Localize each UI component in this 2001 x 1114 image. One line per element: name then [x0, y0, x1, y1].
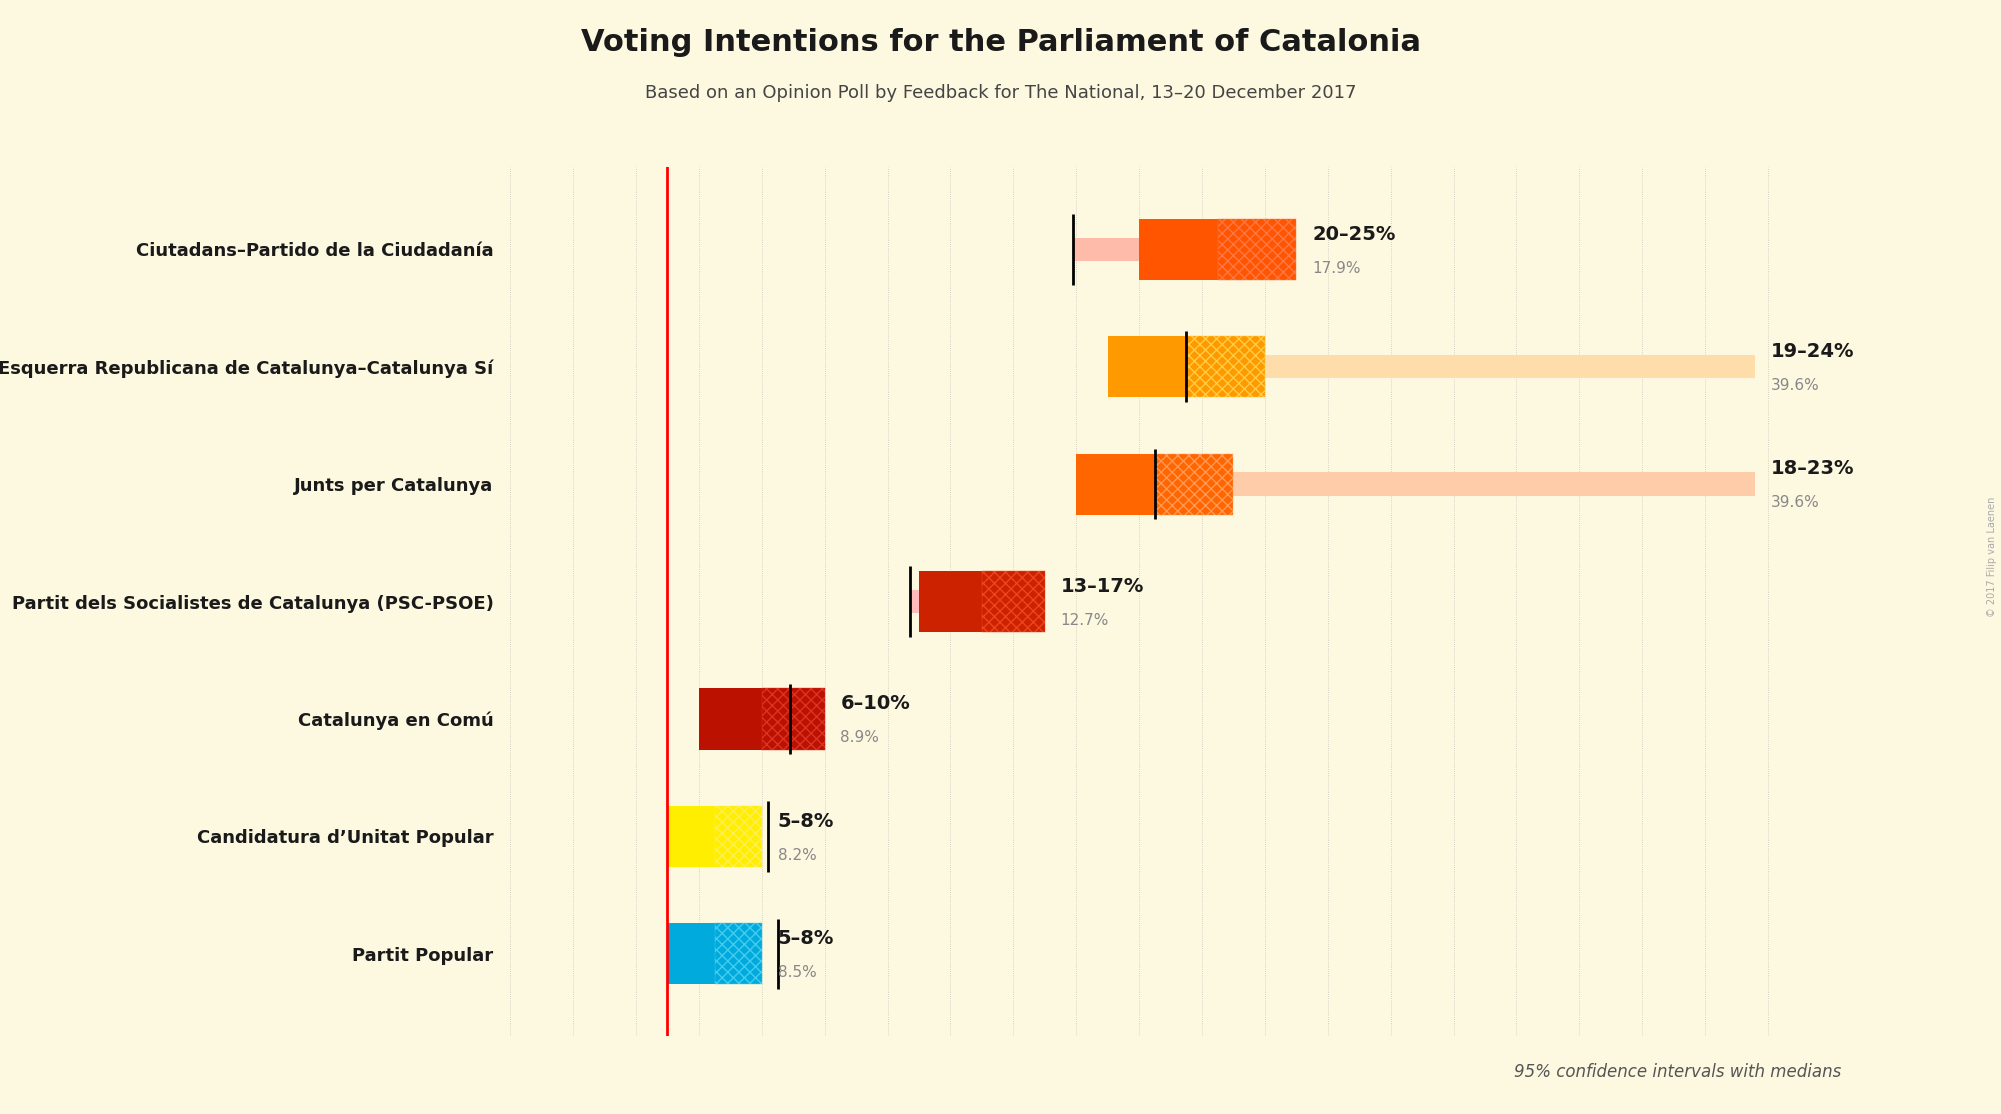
Bar [762, 688, 824, 750]
Text: 19–24%: 19–24% [1771, 342, 1855, 361]
Bar [1219, 218, 1297, 280]
Bar [668, 805, 762, 867]
Bar [668, 924, 762, 985]
Text: Based on an Opinion Poll by Feedback for The National, 13–20 December 2017: Based on an Opinion Poll by Feedback for… [644, 84, 1357, 101]
Bar [668, 942, 762, 966]
Bar [714, 924, 762, 985]
Text: Voting Intentions for the Parliament of Catalonia: Voting Intentions for the Parliament of … [580, 28, 1421, 57]
Text: 17.9%: 17.9% [1313, 261, 1361, 275]
Text: 8.5%: 8.5% [778, 965, 816, 980]
Text: 8.2%: 8.2% [778, 848, 816, 862]
Bar [1077, 453, 1233, 515]
Text: 18–23%: 18–23% [1771, 459, 1855, 478]
Bar [1155, 453, 1233, 515]
Text: 8.9%: 8.9% [840, 731, 878, 745]
Text: 6–10%: 6–10% [840, 694, 910, 713]
Text: 12.7%: 12.7% [1061, 613, 1109, 628]
Bar [918, 571, 1045, 632]
Text: 39.6%: 39.6% [1771, 496, 1821, 510]
Bar [982, 571, 1045, 632]
Text: © 2017 Filip van Laenen: © 2017 Filip van Laenen [1987, 497, 1997, 617]
Bar [714, 805, 762, 867]
Bar [1109, 355, 1755, 379]
Bar [1139, 218, 1297, 280]
Text: 5–8%: 5–8% [778, 929, 834, 948]
Bar [698, 707, 824, 731]
Text: 95% confidence intervals with medians: 95% confidence intervals with medians [1513, 1063, 1841, 1081]
Bar [714, 924, 762, 985]
Bar [1077, 472, 1755, 496]
Bar [1187, 336, 1265, 398]
Bar [762, 688, 824, 750]
Bar [982, 571, 1045, 632]
Bar [910, 589, 1045, 614]
Text: 39.6%: 39.6% [1771, 378, 1821, 393]
Bar [1219, 218, 1297, 280]
Bar [668, 824, 762, 848]
Bar [1187, 336, 1265, 398]
Bar [1109, 336, 1265, 398]
Bar [1073, 237, 1297, 261]
Bar [1155, 453, 1233, 515]
Text: 5–8%: 5–8% [778, 812, 834, 831]
Text: 13–17%: 13–17% [1061, 577, 1145, 596]
Text: 20–25%: 20–25% [1313, 225, 1395, 244]
Bar [698, 688, 824, 750]
Bar [714, 805, 762, 867]
